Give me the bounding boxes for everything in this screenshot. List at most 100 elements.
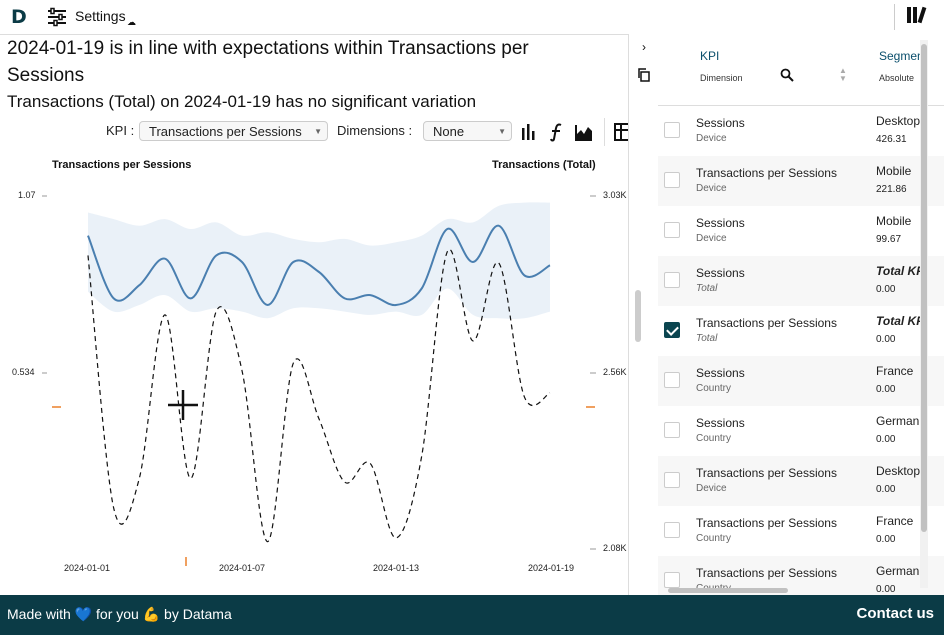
area-chart-icon[interactable] [574,122,594,142]
row-dimension: Total [696,283,718,294]
scrollbar-thumb[interactable] [635,290,641,342]
datama-logo[interactable]: D [11,6,27,28]
series-line-transactions-total[interactable] [87,248,551,543]
row-value: 0.00 [876,484,896,495]
x-tick-label: 2024-01-07 [219,563,266,573]
divider [658,105,944,106]
row-dimension: Country [696,533,732,544]
table-row[interactable]: Transactions per Sessions Total Total KP 0.… [658,306,944,356]
row-value: 221.86 [876,184,907,195]
row-kpi: Sessions [696,216,745,230]
row-checkbox[interactable] [664,372,680,388]
row-value: 99.67 [876,234,902,245]
row-segment: Mobile [876,164,912,178]
caret-down-icon: ▼ [314,127,322,136]
table-row[interactable]: Sessions Country France 0.00 [658,356,944,406]
sliders-icon[interactable] [46,7,68,27]
row-checkbox[interactable] [664,572,680,588]
row-dimension: Total [696,333,718,344]
row-checkbox[interactable] [664,272,680,288]
insight-headline: 2024-01-19 is in line with expectations … [7,38,529,86]
row-segment: Total KP [876,264,925,278]
row-dimension: Device [696,233,727,244]
row-value: 0.00 [876,334,896,345]
chevron-right-icon[interactable]: › [642,40,646,54]
dual-axis-line-chart[interactable] [0,180,628,580]
row-segment: Mobile [876,214,912,228]
row-checkbox[interactable] [664,422,680,438]
table-row[interactable]: Sessions Country German 0.00 [658,406,944,456]
x-tick-label: 2024-01-13 [373,563,420,573]
row-checkbox[interactable] [664,522,680,538]
kpi-select[interactable]: Transactions per Sessions ▼ [139,121,328,141]
row-value: 426.31 [876,134,907,145]
row-dimension: Country [696,433,732,444]
kpi-table-panel: KPI Dimension ▲ ▼ Segmen Absolute Session… [658,34,944,595]
row-checkbox[interactable] [664,472,680,488]
left-tick-label: 1.07 [18,190,36,200]
row-segment: Total KP [876,314,925,328]
right-axis-title: Transactions (Total) [492,159,596,171]
row-checkbox[interactable] [664,172,680,188]
row-value: 0.00 [876,384,896,395]
sort-icon[interactable]: ▲ ▼ [839,66,847,83]
library-icon[interactable] [906,6,930,24]
right-tick-label: 2.08K [603,543,627,553]
row-value: 0.00 [876,534,896,545]
table-row[interactable]: Sessions Device Mobile 99.67 [658,206,944,256]
x-tick-label: 2024-01-19 [528,563,575,573]
column-header-dimension[interactable]: Dimension [700,73,743,83]
row-value: 0.00 [876,584,896,595]
kpi-label: KPI : [106,123,135,138]
row-checkbox[interactable] [664,322,680,338]
x-tick-label: 2024-01-01 [64,563,111,573]
left-axis-title: Transactions per Sessions [52,159,192,171]
table-row[interactable]: Sessions Device Desktop 426.31 [658,106,944,156]
horizontal-scrollbar-thumb[interactable] [668,588,788,593]
settings-button[interactable]: Settings [75,8,126,24]
divider [894,4,895,30]
top-bar: D Settings ☁ [0,0,944,35]
column-header-kpi[interactable]: KPI [700,49,720,63]
table-row[interactable]: Transactions per Sessions Device Desktop 0.… [658,456,944,506]
dimensions-label: Dimensions : [337,123,413,138]
bar-chart-icon[interactable] [519,122,539,142]
right-tick-label: 2.56K [603,367,627,377]
row-kpi: Sessions [696,116,745,130]
search-icon[interactable] [780,68,794,82]
function-icon[interactable] [547,122,567,142]
expected-range-band [88,202,550,319]
row-kpi: Transactions per Sessions [696,566,837,580]
dimensions-select-value: None [433,124,465,139]
row-checkbox[interactable] [664,122,680,138]
row-segment: German [876,564,920,578]
series-line-transactions-per-sessions[interactable] [87,224,551,307]
contact-us-link[interactable]: Contact us [856,605,934,622]
dimensions-select[interactable]: None ▼ [423,121,512,141]
copy-icon[interactable] [636,67,652,83]
row-segment: France [876,514,914,528]
row-dimension: Device [696,483,727,494]
table-row[interactable]: Transactions per Sessions Device Mobile 221… [658,156,944,206]
row-checkbox[interactable] [664,222,680,238]
scrollbar-thumb[interactable] [921,44,927,532]
crosshair-cursor [168,390,198,420]
column-header-segment[interactable]: Segmen [879,49,924,63]
row-kpi: Sessions [696,416,745,430]
side-toolbar: › [628,34,659,595]
table-row[interactable]: Transactions per Sessions Country France 0.… [658,506,944,556]
column-header-absolute[interactable]: Absolute [879,73,915,83]
row-kpi: Transactions per Sessions [696,466,837,480]
row-value: 0.00 [876,434,896,445]
row-dimension: Device [696,183,727,194]
row-kpi: Sessions [696,366,745,380]
table-row[interactable]: Sessions Total Total KP 0.00 [658,256,944,306]
caret-down-icon: ▼ [498,127,506,136]
row-segment: Desktop [876,114,921,128]
row-kpi: Transactions per Sessions [696,316,837,330]
insight-subheadline: Transactions (Total) on 2024-01-19 has n… [7,92,477,111]
row-kpi: Transactions per Sessions [696,516,837,530]
footer: Made with 💙 for you 💪 by Datama Contact … [0,595,944,635]
row-value: 0.00 [876,284,896,295]
cloud-icon: ☁ [127,17,136,27]
